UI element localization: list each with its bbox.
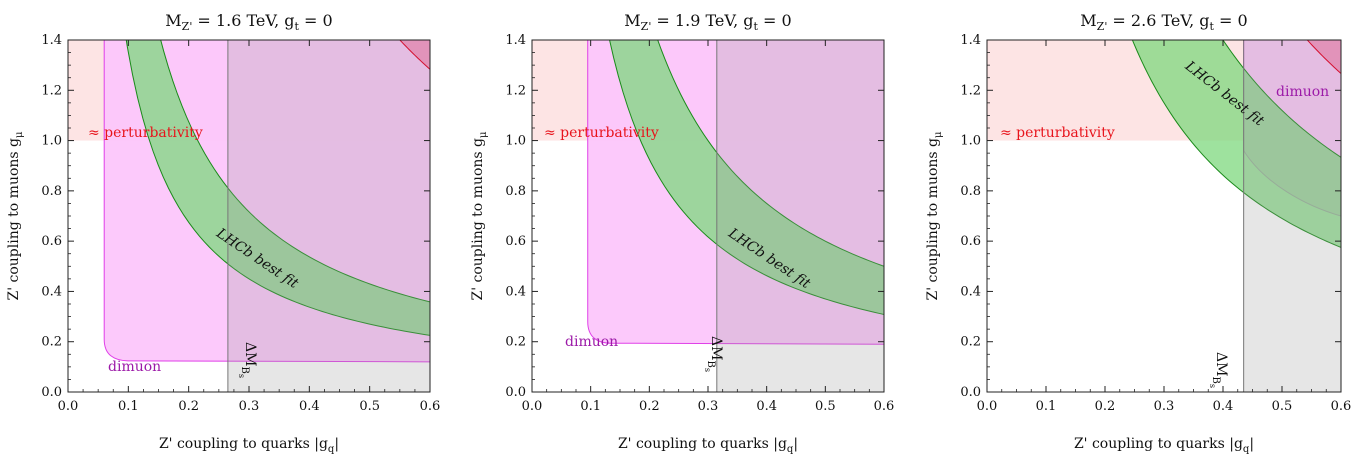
panel-mz-1-9: 0.0 0.1 0.2 0.3 0.4 0.5 0.6 0.0 0.2 0.4 0.6 0.8 1.0 1…: [470, 11, 895, 455]
red-corner-region: [1306, 40, 1341, 75]
x-tick-label: 0.3: [1154, 399, 1175, 414]
panel-mz-1-6: 0.0 0.1 0.2 0.3 0.4 0.5 0.6 0.0 0.2 0.4 0.6 0.8 1.0 1…: [6, 11, 440, 455]
panel-title: MZ' = 1.9 TeV, gt = 0: [624, 11, 791, 33]
y-tick-label: 0.8: [41, 184, 62, 199]
dimuon-label: dimuon: [1276, 84, 1329, 100]
x-tick-label: 0.4: [299, 399, 320, 414]
panel-mz-2-6: 0.0 0.1 0.2 0.3 0.4 0.5 0.6 0.0 0.2 0.4 0.6 0.8 1.0 1…: [925, 11, 1351, 455]
y-tick-label: 0.2: [41, 335, 62, 350]
y-tick-label: 0.8: [505, 184, 526, 199]
x-tick-label: 0.6: [420, 399, 441, 414]
x-tick-label: 0.3: [698, 399, 719, 414]
plot-area: [987, 40, 1341, 392]
y-tick-label: 0.8: [960, 184, 981, 199]
plot-area: [68, 40, 430, 392]
x-tick-label: 0.6: [1331, 399, 1352, 414]
y-axis-label: Z' coupling to muons gμ: [470, 131, 489, 301]
x-tick-label: 0.0: [58, 399, 79, 414]
delta-m-bs-region: [1243, 40, 1341, 392]
x-tick-label: 0.1: [118, 399, 139, 414]
delta-m-bs-label: ΔMBs: [237, 342, 258, 378]
y-tick-label: 0.4: [505, 284, 526, 299]
y-tick-label: 0.0: [505, 385, 526, 400]
y-tick-label: 1.2: [960, 83, 981, 98]
y-tick-label: 1.4: [41, 33, 62, 48]
y-tick-label: 1.2: [41, 83, 62, 98]
x-axis-label: Z' coupling to quarks |gq|: [1074, 436, 1254, 455]
y-tick-label: 0.0: [960, 385, 981, 400]
x-tick-label: 0.5: [815, 399, 836, 414]
lhcb-best-fit-band: [1131, 40, 1341, 248]
x-tick-label: 0.2: [639, 399, 660, 414]
y-tick-label: 1.0: [41, 134, 62, 149]
plot-area: [532, 40, 884, 392]
delta-m-bs-region: [227, 40, 430, 392]
y-tick-label: 0.2: [505, 335, 526, 350]
y-tick-label: 1.4: [505, 33, 526, 48]
y-tick-label: 1.0: [960, 134, 981, 149]
x-tick-label: 0.5: [1272, 399, 1293, 414]
lhcb-best-fit-band: [125, 40, 430, 336]
panel-title: MZ' = 1.6 TeV, gt = 0: [165, 11, 332, 33]
x-axis-label: Z' coupling to quarks |gq|: [618, 436, 798, 455]
y-tick-label: 0.0: [41, 385, 62, 400]
y-tick-label: 0.6: [960, 234, 981, 249]
y-tick-label: 0.2: [960, 335, 981, 350]
perturbativity-label: ≈ perturbativity: [544, 125, 659, 141]
x-tick-label: 0.6: [874, 399, 895, 414]
x-axis-label: Z' coupling to quarks |gq|: [159, 436, 339, 455]
dimuon-label: dimuon: [565, 334, 618, 350]
y-tick-label: 0.4: [960, 284, 981, 299]
red-corner-region: [399, 40, 430, 71]
x-tick-label: 0.5: [359, 399, 380, 414]
x-tick-label: 0.2: [1095, 399, 1116, 414]
x-tick-label: 0.1: [580, 399, 601, 414]
perturbativity-label: ≈ perturbativity: [1000, 125, 1115, 141]
delta-m-bs-label: ΔMBs: [703, 336, 724, 372]
y-tick-label: 0.6: [41, 234, 62, 249]
panel-title: MZ' = 2.6 TeV, gt = 0: [1080, 11, 1247, 33]
x-tick-label: 0.0: [522, 399, 543, 414]
x-tick-label: 0.2: [178, 399, 199, 414]
delta-m-bs-label: ΔMBs: [1208, 352, 1229, 388]
x-tick-label: 0.1: [1036, 399, 1057, 414]
delta-m-bs-region: [716, 40, 884, 392]
perturbativity-label: ≈ perturbativity: [88, 125, 203, 141]
x-tick-label: 0.4: [1213, 399, 1234, 414]
y-axis-label: Z' coupling to muons gμ: [6, 131, 25, 301]
y-tick-label: 1.4: [960, 33, 981, 48]
x-tick-label: 0.4: [756, 399, 777, 414]
dimuon-label: dimuon: [108, 359, 161, 375]
y-tick-label: 0.4: [41, 284, 62, 299]
y-tick-label: 0.6: [505, 234, 526, 249]
lhcb-best-fit-band: [609, 40, 884, 315]
x-tick-label: 0.0: [977, 399, 998, 414]
x-tick-label: 0.3: [239, 399, 260, 414]
y-axis-label: Z' coupling to muons gμ: [925, 131, 944, 301]
y-tick-label: 1.2: [505, 83, 526, 98]
y-tick-label: 1.0: [505, 134, 526, 149]
